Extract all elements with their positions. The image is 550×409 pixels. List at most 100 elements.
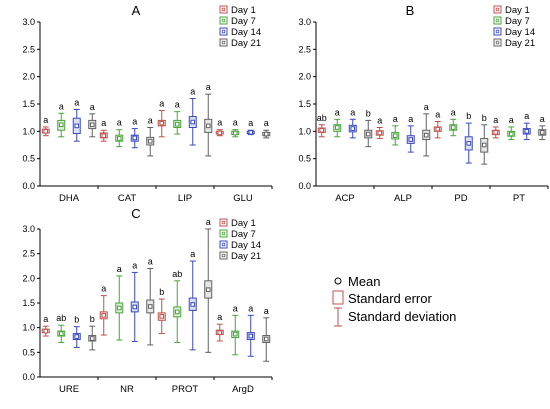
- legend-swatch-mean: [495, 29, 500, 34]
- box-cat-day-21: a: [146, 116, 155, 157]
- box-nr-day-1: a: [99, 284, 108, 336]
- category-label: LIP: [178, 193, 192, 204]
- mean-marker: [493, 130, 499, 135]
- key-se-box: [332, 290, 344, 305]
- category-label: ArgD: [232, 384, 254, 395]
- legend-swatch-mean: [221, 231, 226, 236]
- y-tick-label: 2.5: [298, 44, 311, 54]
- box-alp-day-1: a: [375, 116, 384, 139]
- mean-marker: [408, 137, 414, 142]
- mean-marker: [334, 125, 340, 130]
- box-alp-day-7: a: [391, 114, 400, 146]
- box-pd-day-14: b: [464, 111, 473, 164]
- legend-label: Day 14: [231, 240, 261, 251]
- mean-marker: [89, 336, 95, 341]
- significance-letter: a: [132, 117, 137, 127]
- significance-letter: a: [190, 249, 195, 259]
- mean-marker: [350, 126, 356, 131]
- significance-letter: a: [248, 118, 253, 128]
- mean-marker: [43, 129, 49, 134]
- significance-letter: a: [217, 118, 222, 128]
- box-dha-day-14: a: [72, 97, 81, 142]
- mean-marker: [263, 131, 269, 137]
- legend-label: Day 1: [231, 218, 256, 229]
- panel-title: A: [132, 3, 141, 18]
- significance-letter: ab: [56, 313, 66, 323]
- significance-letter: b: [466, 111, 471, 121]
- significance-letter: a: [206, 217, 211, 227]
- significance-letter: b: [366, 108, 371, 118]
- key-mean-marker: [334, 277, 342, 285]
- mean-marker: [232, 331, 238, 337]
- mean-marker: [365, 131, 371, 137]
- y-tick-label: 1.0: [298, 126, 311, 136]
- y-tick-label: 2.5: [22, 249, 35, 259]
- category-label: DHA: [59, 193, 80, 204]
- box-dha-day-21: a: [88, 102, 97, 138]
- y-tick-label: 3.0: [298, 17, 311, 27]
- legend-label: Day 1: [505, 5, 530, 16]
- significance-letter: a: [408, 114, 413, 124]
- significance-letter: a: [74, 97, 79, 107]
- legend-swatch-mean: [221, 253, 226, 258]
- significance-letter: a: [524, 111, 529, 121]
- box-cat-day-1: a: [99, 118, 108, 142]
- legend-label: Day 1: [231, 5, 256, 16]
- significance-letter: b: [159, 287, 164, 297]
- legend-swatch-mean: [221, 7, 226, 12]
- box-argd-day-7: a: [231, 303, 240, 356]
- category-label: CAT: [118, 193, 136, 204]
- legend-label: Day 21: [505, 38, 535, 49]
- box-glu-day-1: a: [215, 118, 224, 137]
- y-tick-label: 0.0: [298, 181, 311, 191]
- significance-letter: a: [175, 100, 180, 110]
- significance-letter: a: [509, 115, 514, 125]
- legend-label: Day 7: [231, 16, 256, 27]
- legend-swatch-mean: [495, 7, 500, 12]
- mean-marker: [524, 129, 530, 134]
- category-label: ALP: [394, 193, 412, 204]
- mean-marker: [101, 133, 107, 139]
- y-tick-label: 1.0: [22, 323, 35, 333]
- legend-swatch-mean: [221, 220, 226, 225]
- y-tick-label: 2.5: [22, 44, 35, 54]
- significance-letter: a: [148, 256, 153, 266]
- category-label: PROT: [172, 384, 199, 395]
- box-acp-day-1: ab: [317, 113, 327, 138]
- significance-letter: a: [393, 114, 398, 124]
- mean-marker: [58, 122, 64, 128]
- mean-marker: [43, 328, 49, 334]
- y-tick-label: 0.5: [22, 347, 35, 357]
- panel-title: C: [131, 206, 140, 221]
- box-lip-day-21: a: [204, 82, 213, 157]
- mean-marker: [74, 334, 80, 339]
- mean-marker: [435, 126, 441, 132]
- significance-letter: b: [90, 314, 95, 324]
- significance-letter: a: [451, 107, 456, 117]
- box-argd-day-1: a: [215, 312, 224, 342]
- mean-marker: [190, 119, 196, 125]
- box-pt-day-21: a: [538, 114, 547, 141]
- y-tick-label: 2.0: [22, 72, 35, 82]
- mean-marker: [377, 130, 383, 136]
- mean-marker: [205, 287, 211, 292]
- legend-swatch-mean: [221, 18, 226, 23]
- box-pt-day-14: a: [522, 111, 531, 141]
- legend-swatch-mean: [495, 18, 500, 23]
- significance-letter: a: [335, 107, 340, 117]
- category-label: ACP: [335, 193, 355, 204]
- y-tick-label: 0.5: [298, 154, 311, 164]
- box-glu-day-14: a: [246, 118, 255, 136]
- box-ure-day-21: b: [88, 314, 97, 351]
- box-alp-day-21: a: [422, 102, 431, 157]
- legend-label: Day 14: [505, 27, 535, 38]
- mean-marker: [132, 135, 138, 141]
- legend-label: Day 7: [231, 229, 256, 240]
- box-pd-day-21: b: [480, 113, 489, 165]
- key-legend: Mean Standard error Standard deviation: [332, 274, 456, 327]
- box-acp-day-7: a: [333, 107, 342, 138]
- significance-letter: a: [117, 264, 122, 274]
- key-mean-label: Mean: [348, 274, 381, 289]
